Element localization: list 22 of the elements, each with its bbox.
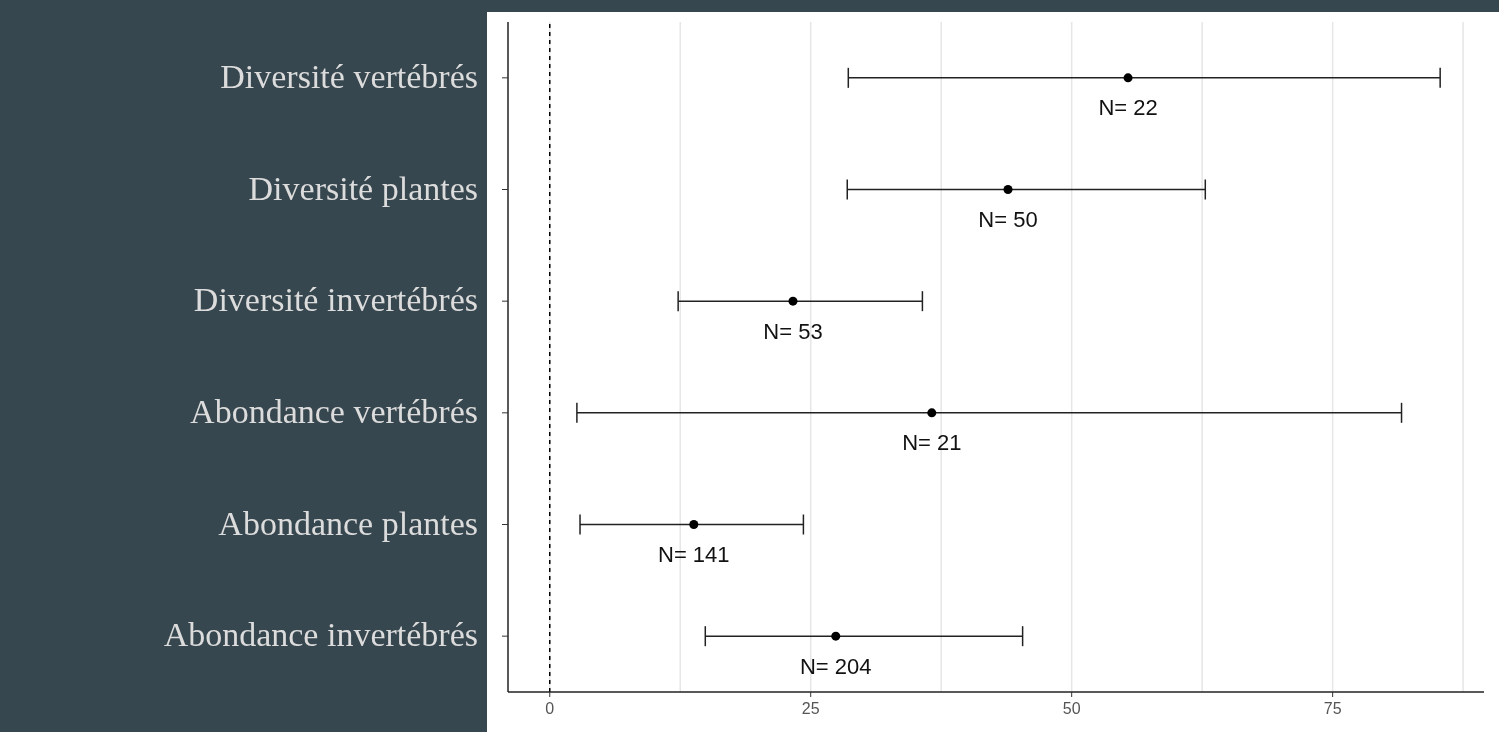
annotation: N= 50 [978, 207, 1038, 233]
point [1123, 73, 1133, 83]
x-tick-label: 75 [1323, 700, 1342, 717]
point [927, 408, 937, 418]
y-tick-label: Diversité vertébrés [220, 57, 478, 95]
annotation: N= 204 [799, 653, 872, 679]
y-tick-label: Diversité plantes [248, 169, 478, 207]
point [831, 631, 841, 641]
x-tick-label: 0 [545, 700, 555, 717]
annotation: N= 22 [1098, 95, 1158, 121]
y-tick-label: Abondance vertébrés [190, 392, 478, 430]
point [689, 519, 699, 530]
x-tick-label: 25 [801, 700, 820, 717]
y-tick-label: Abondance plantes [218, 504, 478, 542]
x-tick-label: 50 [1062, 700, 1081, 717]
y-tick-label: Diversité invertébrés [193, 281, 478, 319]
annotation: N= 53 [763, 318, 823, 344]
point [1003, 184, 1013, 195]
annotation: N= 141 [658, 542, 730, 568]
point [788, 296, 798, 306]
annotation: N= 21 [902, 430, 962, 456]
y-tick-label: Abondance invertébrés [163, 616, 478, 654]
